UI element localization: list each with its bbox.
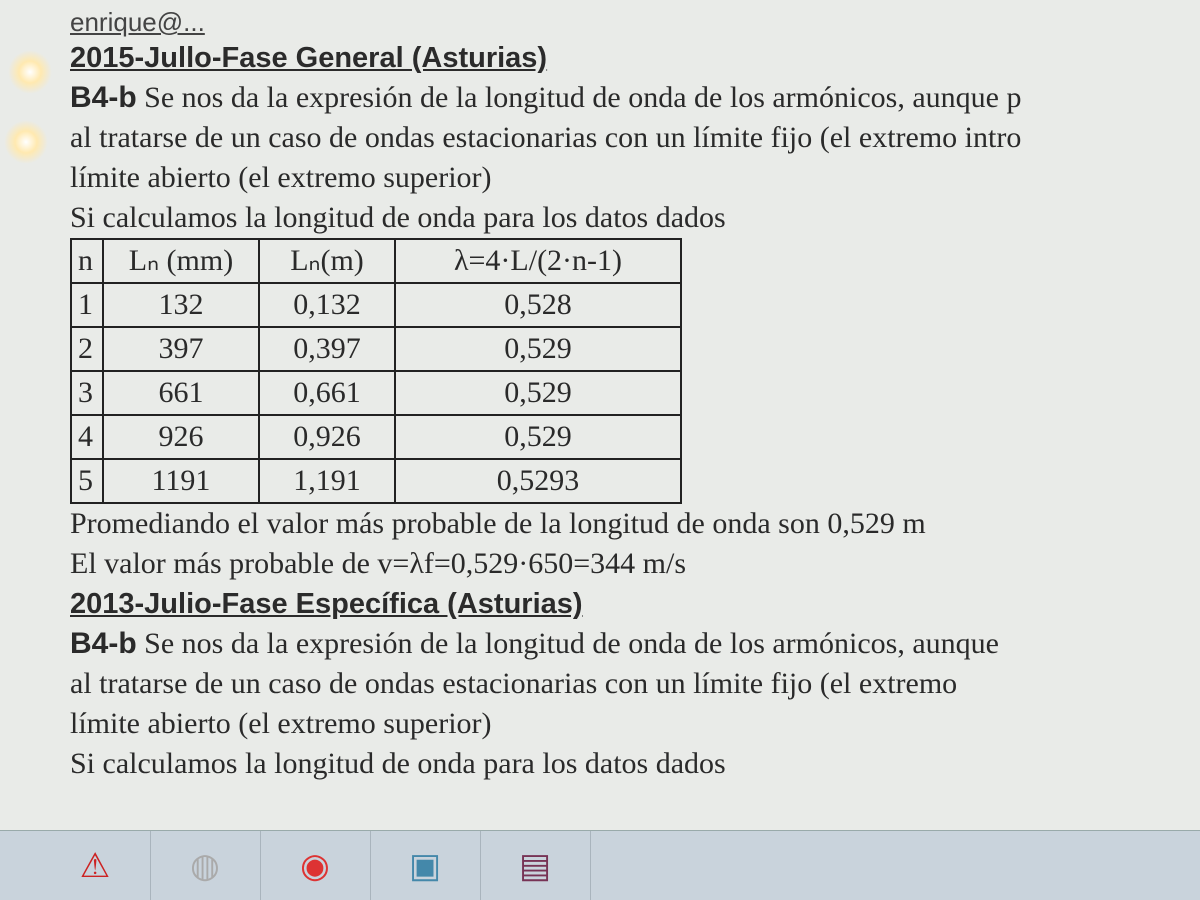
table-cell: 397 <box>102 326 260 372</box>
email-link[interactable]: enrique@... <box>70 7 205 37</box>
table-cell: 0,926 <box>258 414 396 460</box>
paragraph-line: El valor más probable de v=λf=0,529·650=… <box>70 547 687 580</box>
table-row: 1 132 0,132 0,528 <box>70 282 682 328</box>
table-cell: 0,132 <box>258 282 396 328</box>
table-cell: 4 <box>70 414 104 460</box>
paragraph-line: Si calculamos la longitud de onda para l… <box>70 747 726 780</box>
section-heading: 2013-Julio-Fase Específica (Asturias) <box>70 588 583 620</box>
table-cell: 0,528 <box>394 282 682 328</box>
winrar-icon[interactable]: ▤ <box>480 831 591 900</box>
problem-label: B4-b <box>70 81 137 114</box>
paragraph-line: B4-b Se nos da la expresión de la longit… <box>70 78 1200 118</box>
data-table: n Lₙ (mm) Lₙ(m) λ=4·L/(2·n-1) 1 132 0,132 0… <box>70 238 682 504</box>
table-row: 3 661 0,661 0,529 <box>70 370 682 416</box>
table-cell: 0,529 <box>394 414 682 460</box>
table-cell: 1 <box>70 282 104 328</box>
text: Se nos da la expresión de la longitud de… <box>144 81 1022 114</box>
table-cell: 926 <box>102 414 260 460</box>
problem-label: B4-b <box>70 627 137 660</box>
paragraph-line: al tratarse de un caso de ondas estacion… <box>70 121 1022 154</box>
table-row: 5 1191 1,191 0,5293 <box>70 458 682 504</box>
section-heading: 2015-Jullo-Fase General (Asturias) <box>70 42 548 74</box>
table-cell: 0,529 <box>394 370 682 416</box>
table-cell: 3 <box>70 370 104 416</box>
paragraph-line: Si calculamos la longitud de onda para l… <box>70 201 726 234</box>
app-icon[interactable]: ◍ <box>150 831 261 900</box>
table-row: 4 926 0,926 0,529 <box>70 414 682 460</box>
table-cell: 661 <box>102 370 260 416</box>
table-cell: 132 <box>102 282 260 328</box>
paragraph-line: al tratarse de un caso de ondas estacion… <box>70 667 958 700</box>
table-cell: 5 <box>70 458 104 504</box>
paragraph-line: límite abierto (el extremo superior) <box>70 707 492 740</box>
image-viewer-icon[interactable]: ▣ <box>370 831 481 900</box>
light-glare <box>4 120 48 164</box>
text: Se nos da la expresión de la longitud de… <box>144 627 999 660</box>
table-cell: 0,5293 <box>394 458 682 504</box>
taskbar: ⚠ ◍ ◉ ▣ ▤ <box>0 830 1200 900</box>
header-n: n <box>70 238 104 284</box>
paragraph-line: B4-b Se nos da la expresión de la longit… <box>70 624 1200 664</box>
chrome-icon[interactable]: ◉ <box>260 831 371 900</box>
table-cell: 0,661 <box>258 370 396 416</box>
paragraph-line: Promediando el valor más probable de la … <box>70 507 926 540</box>
table-cell: 1,191 <box>258 458 396 504</box>
header-ln-mm: Lₙ (mm) <box>102 238 260 284</box>
table-cell: 0,529 <box>394 326 682 372</box>
light-glare <box>8 50 52 94</box>
table-cell: 1191 <box>102 458 260 504</box>
header-lambda: λ=4·L/(2·n-1) <box>394 238 682 284</box>
table-header-row: n Lₙ (mm) Lₙ(m) λ=4·L/(2·n-1) <box>70 238 682 284</box>
acrobat-icon[interactable]: ⚠ <box>40 831 151 900</box>
paragraph-line: límite abierto (el extremo superior) <box>70 161 492 194</box>
document: enrique@... 2015-Jullo-Fase General (Ast… <box>70 6 1200 784</box>
table-row: 2 397 0,397 0,529 <box>70 326 682 372</box>
table-cell: 2 <box>70 326 104 372</box>
table-cell: 0,397 <box>258 326 396 372</box>
header-ln-m: Lₙ(m) <box>258 238 396 284</box>
